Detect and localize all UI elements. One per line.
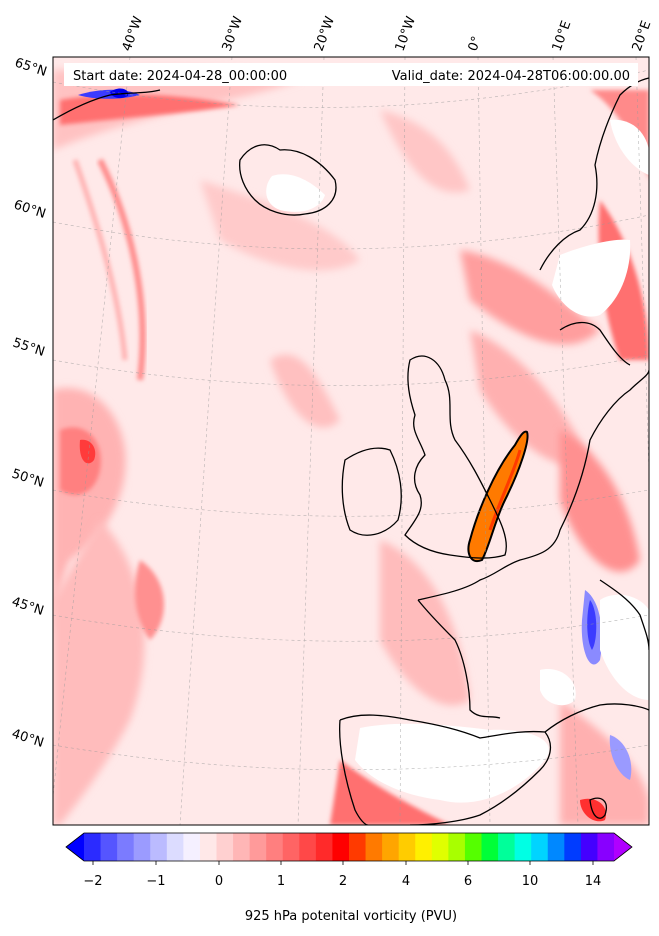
colorbar-swatch [564, 833, 582, 861]
lat-label: 60°N [12, 198, 48, 222]
lon-label: 20°E [630, 19, 655, 54]
colorbar-swatch [382, 833, 400, 861]
coastlines [53, 77, 649, 825]
greenland-coast [53, 89, 161, 121]
colorbar [65, 832, 633, 865]
lon-label: 20°W [312, 14, 338, 53]
iberia-coast [339, 714, 552, 825]
lon-label: 30°W [220, 14, 246, 53]
lon-label: 10°E [550, 19, 575, 54]
colorbar-swatch [233, 833, 251, 861]
colorbar-extend-min [66, 833, 84, 861]
colorbar-swatch [415, 833, 433, 861]
colorbar-outline [65, 832, 633, 862]
lon-label: 10°W [393, 14, 419, 53]
lon-label: 0° [466, 34, 485, 53]
colorbar-tick-label: 1 [277, 874, 285, 889]
colorbar-swatch [100, 833, 118, 861]
colorbar-tick-label: −1 [146, 874, 165, 889]
italy-coast [589, 797, 607, 819]
colorbar-swatch [199, 833, 217, 861]
colorbar-tick-label: 10 [522, 874, 539, 889]
colorbar-swatch [84, 833, 102, 861]
colorbar-swatch [299, 833, 317, 861]
colorbar-swatch [448, 833, 466, 861]
map-frame [52, 56, 650, 826]
colorbar-swatch [349, 833, 367, 861]
lon-label: 40°W [120, 14, 146, 53]
colorbar-swatch [183, 833, 201, 861]
colorbar-swatch [464, 833, 482, 861]
colorbar-swatch [580, 833, 598, 861]
colorbar-swatch [514, 833, 532, 861]
lon-tick-labels: 40°W 30°W 20°W 10°W 0° 10°E 20°E [120, 14, 655, 53]
colorbar-extend-max [614, 833, 632, 861]
negative-pv-patches [78, 88, 632, 780]
graticule [53, 57, 649, 825]
colorbar-swatch [216, 833, 234, 861]
ireland-coast [341, 447, 402, 536]
colorbar-label: 925 hPa potenital vorticity (PVU) [245, 909, 457, 924]
colorbar-swatch [431, 833, 449, 861]
europe-coast [417, 369, 649, 601]
colorbar-swatch [166, 833, 184, 861]
high-pv-band [467, 430, 529, 563]
mediterranean-coast [544, 703, 649, 733]
header-strip [64, 63, 638, 86]
colorbar-tick-label: 4 [402, 874, 410, 889]
start-date-label: Start date: 2024-04-28_00:00:00 [73, 69, 287, 84]
colorbar-swatch [547, 833, 565, 861]
lat-label: 45°N [10, 595, 46, 619]
colorbar-tick-label: 6 [464, 874, 472, 889]
map-panel [53, 57, 649, 825]
colorbar-swatch [315, 833, 333, 861]
colorbar-swatch [249, 833, 267, 861]
colorbar-swatch [398, 833, 416, 861]
colorbar-swatch [597, 833, 615, 861]
colorbar-swatch [498, 833, 516, 861]
colorbar-tick-label: 14 [585, 874, 602, 889]
colorbar-swatch [531, 833, 549, 861]
biscay-coast [417, 599, 501, 719]
lat-label: 65°N [13, 56, 49, 80]
colorbar-swatch [117, 833, 135, 861]
colorbar-tick-labels: −2 −1 0 1 2 4 6 10 14 [83, 874, 601, 889]
colorbar-swatch [481, 833, 499, 861]
colorbar-swatch [332, 833, 350, 861]
balkan-coast [599, 579, 649, 651]
lat-label: 55°N [11, 336, 47, 360]
iceland-coast [239, 144, 337, 216]
colorbar-tick-label: −2 [83, 874, 102, 889]
colorbar-swatch [133, 833, 151, 861]
lat-label: 50°N [10, 467, 46, 491]
colorbar-swatch [365, 833, 383, 861]
britain-coast [404, 355, 507, 559]
colorbar-swatch [266, 833, 284, 861]
colorbar-tick-label: 0 [215, 874, 223, 889]
colorbar-tick-label: 2 [339, 874, 347, 889]
lat-label: 40°N [10, 727, 46, 751]
scandinavia-coast [539, 77, 649, 366]
terrain-mask [266, 119, 649, 803]
colorbar-swatch [150, 833, 168, 861]
colorbar-swatch [282, 833, 300, 861]
lat-tick-labels: 65°N 60°N 55°N 50°N 45°N 40°N [10, 56, 49, 751]
valid-date-label: Valid_date: 2024-04-28T06:00:00.00 [392, 69, 630, 84]
